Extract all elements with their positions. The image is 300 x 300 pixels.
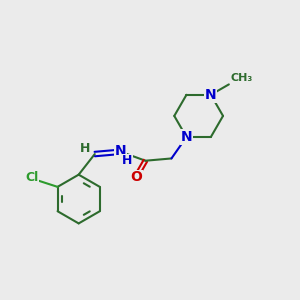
Text: N: N [115,144,127,158]
Text: N: N [205,88,217,102]
Text: H: H [80,142,90,154]
Text: H: H [122,154,133,167]
Text: CH₃: CH₃ [230,73,253,83]
Text: Cl: Cl [26,171,39,184]
Text: O: O [131,170,142,184]
Text: N: N [181,130,192,144]
